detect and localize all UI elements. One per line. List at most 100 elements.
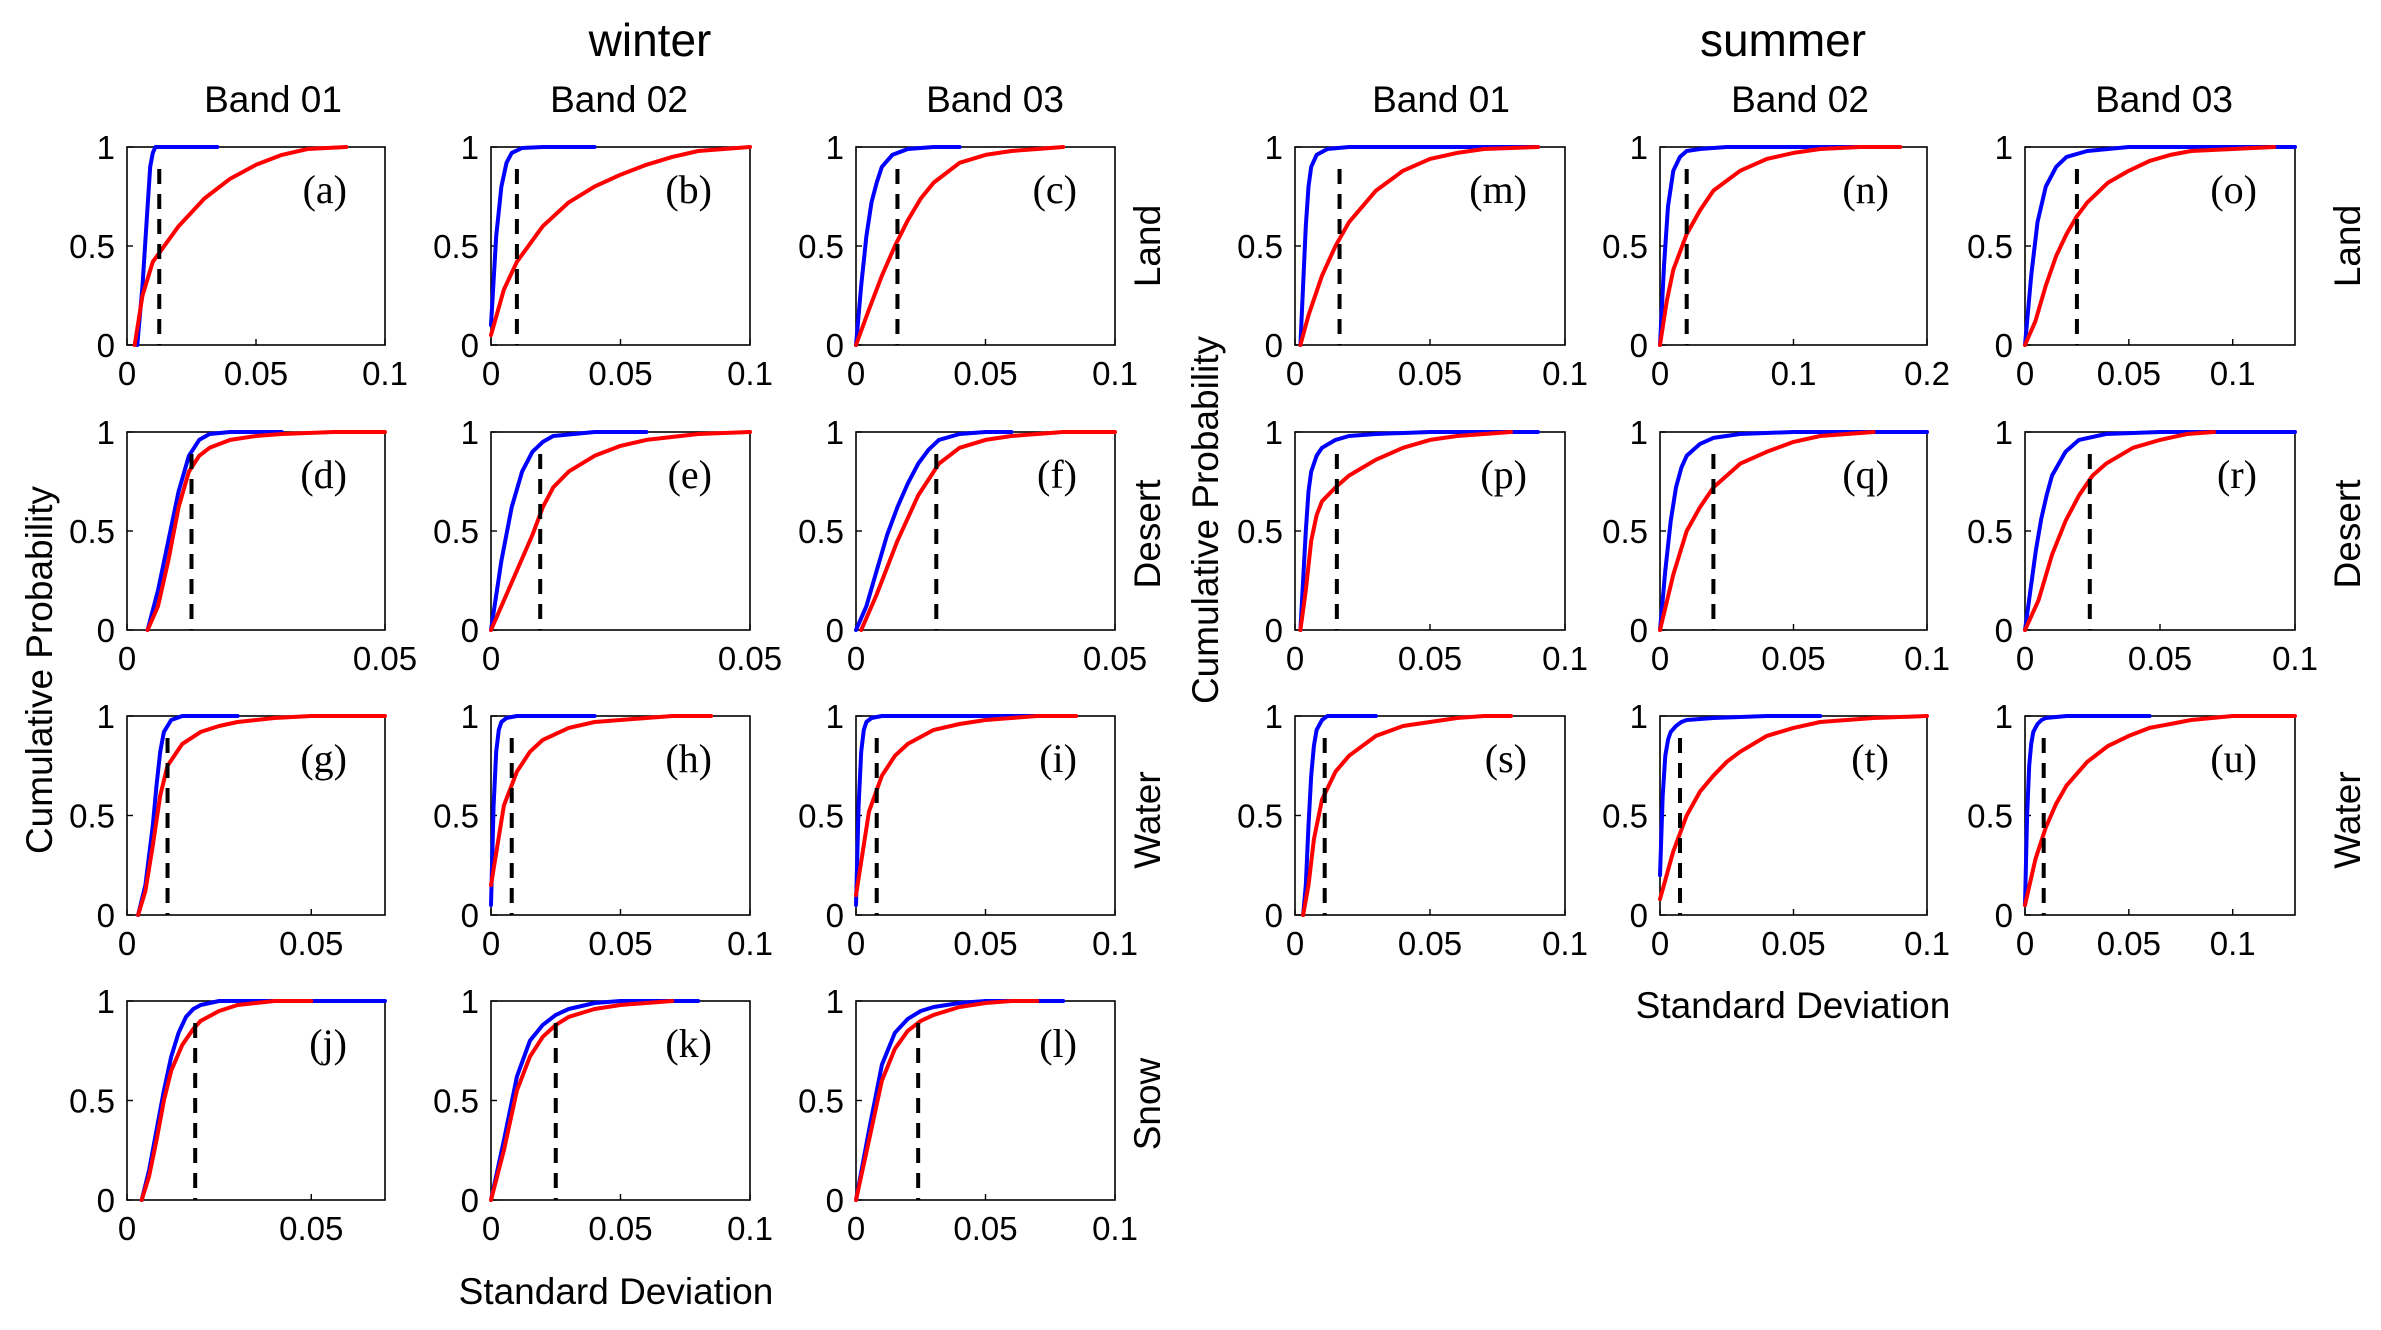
row-label-land-winter: Land xyxy=(1127,205,1168,287)
cdf-line-red xyxy=(2023,145,2277,347)
y-tick-label: 0 xyxy=(1630,327,1648,364)
y-tick-label: 0.5 xyxy=(433,228,479,265)
cdf-line-red xyxy=(859,430,1117,632)
cdf-line-red xyxy=(145,430,387,632)
panel-l: 0 0.05 0.1 0 0.5 1 (l) xyxy=(798,983,1138,1247)
y-tick-label: 0 xyxy=(826,612,844,649)
panel-label: (g) xyxy=(300,736,347,781)
panel-g: 0 0.05 0 0.5 1 (g) xyxy=(69,698,387,962)
x-tick-label: 0.05 xyxy=(953,355,1017,392)
panel-label: (s) xyxy=(1485,736,1527,781)
y-tick-label: 1 xyxy=(1265,129,1283,166)
cdf-line-red xyxy=(2023,714,2297,907)
panel-m: 0 0.05 0.1 0 0.5 1 (m) xyxy=(1237,129,1588,392)
y-tick-label: 0 xyxy=(1995,897,2013,934)
y-tick-label: 1 xyxy=(97,129,115,166)
y-tick-label: 0 xyxy=(97,897,115,934)
y-tick-label: 0.5 xyxy=(433,798,479,835)
y-tick-label: 0 xyxy=(826,1182,844,1219)
y-tick-label: 0 xyxy=(1630,612,1648,649)
panel-label: (t) xyxy=(1851,736,1889,781)
ylabel-summer: Cumulative Probability xyxy=(1185,335,1226,704)
x-tick-label: 0 xyxy=(1651,925,1669,962)
x-tick-label: 0.05 xyxy=(953,1210,1017,1247)
x-tick-label: 0.05 xyxy=(1398,355,1462,392)
y-tick-label: 1 xyxy=(461,129,479,166)
x-tick-label: 0.1 xyxy=(727,925,773,962)
panel-label: (c) xyxy=(1033,167,1077,212)
panel-label: (n) xyxy=(1842,167,1889,212)
y-tick-label: 0.5 xyxy=(1237,513,1283,550)
cdf-line-blue xyxy=(1658,430,1929,632)
x-tick-label: 0.1 xyxy=(2272,640,2318,677)
x-tick-label: 0.05 xyxy=(588,355,652,392)
xlabel-summer: Standard Deviation xyxy=(1636,985,1951,1026)
x-tick-label: 0.1 xyxy=(1904,640,1950,677)
y-tick-label: 1 xyxy=(826,983,844,1020)
y-tick-label: 0.5 xyxy=(1602,513,1648,550)
y-tick-label: 0 xyxy=(461,612,479,649)
x-tick-label: 0 xyxy=(847,1210,865,1247)
panel-h: 0 0.05 0.1 0 0.5 1 (h) xyxy=(433,698,773,962)
panel-e: 0 0.05 0 0.5 1 (e) xyxy=(433,414,782,677)
season-title-winter: winter xyxy=(588,14,712,66)
y-tick-label: 0 xyxy=(1630,897,1648,934)
x-tick-label: 0.1 xyxy=(1904,925,1950,962)
y-tick-label: 0 xyxy=(97,1182,115,1219)
cdf-line-blue xyxy=(2023,145,2297,347)
x-tick-label: 0 xyxy=(1286,640,1304,677)
y-tick-label: 1 xyxy=(1630,129,1648,166)
panel-label: (l) xyxy=(1039,1021,1077,1066)
y-tick-label: 0 xyxy=(97,612,115,649)
cdf-line-red xyxy=(1658,145,1903,347)
panel-p: 0 0.05 0.1 0 0.5 1 (p) xyxy=(1237,414,1588,677)
y-tick-label: 0.5 xyxy=(433,1083,479,1120)
y-tick-label: 0.5 xyxy=(1967,228,2013,265)
panel-b: 0 0.05 0.1 0 0.5 1 (b) xyxy=(433,129,773,392)
row-label-snow-winter: Snow xyxy=(1127,1057,1168,1150)
x-tick-label: 0 xyxy=(482,1210,500,1247)
cdf-line-blue xyxy=(1301,714,1378,917)
x-tick-label: 0 xyxy=(482,925,500,962)
cdf-line-blue xyxy=(2023,714,2152,907)
row-label-desert-winter: Desert xyxy=(1127,479,1168,589)
x-tick-label: 0.05 xyxy=(1398,925,1462,962)
cdf-line-blue xyxy=(1658,714,1823,878)
cdf-line-blue xyxy=(854,430,1014,632)
y-tick-label: 1 xyxy=(97,414,115,451)
y-tick-label: 1 xyxy=(1995,129,2013,166)
y-tick-label: 1 xyxy=(461,414,479,451)
x-tick-label: 0 xyxy=(1651,640,1669,677)
panel-c: 0 0.05 0.1 0 0.5 1 (c) xyxy=(798,129,1138,392)
panel-s: 0 0.05 0.1 0 0.5 1 (s) xyxy=(1237,698,1588,962)
y-tick-label: 0.5 xyxy=(798,513,844,550)
x-tick-label: 0.05 xyxy=(1398,640,1462,677)
panel-q: 0 0.05 0.1 0 0.5 1 (q) xyxy=(1602,414,1950,677)
x-tick-label: 0.05 xyxy=(588,1210,652,1247)
panel-j: 0 0.05 0 0.5 1 (j) xyxy=(69,983,387,1247)
y-tick-label: 0.5 xyxy=(69,1083,115,1120)
y-tick-label: 0.5 xyxy=(798,228,844,265)
y-tick-label: 0.5 xyxy=(69,798,115,835)
x-tick-label: 0 xyxy=(847,925,865,962)
y-tick-label: 0.5 xyxy=(1602,798,1648,835)
cdf-line-red xyxy=(489,714,714,888)
y-tick-label: 0 xyxy=(461,897,479,934)
x-tick-label: 0.1 xyxy=(1542,355,1588,392)
y-tick-label: 0.5 xyxy=(1967,798,2013,835)
y-tick-label: 1 xyxy=(1265,414,1283,451)
y-tick-label: 0.5 xyxy=(798,798,844,835)
cdf-line-red xyxy=(1658,714,1929,902)
panel-i: 0 0.05 0.1 0 0.5 1 (i) xyxy=(798,698,1138,962)
y-tick-label: 0 xyxy=(97,327,115,364)
y-tick-label: 1 xyxy=(1995,414,2013,451)
x-tick-label: 0 xyxy=(118,925,136,962)
y-tick-label: 1 xyxy=(1995,698,2013,735)
band-title-winter-1: Band 01 xyxy=(204,79,342,120)
x-tick-label: 0 xyxy=(2016,640,2034,677)
y-tick-label: 1 xyxy=(97,983,115,1020)
panel-a: 0 0.05 0.1 0 0.5 1 (a) xyxy=(69,129,408,392)
x-tick-label: 0 xyxy=(118,640,136,677)
cdf-line-red xyxy=(1658,430,1876,632)
x-tick-label: 0.05 xyxy=(1761,640,1825,677)
